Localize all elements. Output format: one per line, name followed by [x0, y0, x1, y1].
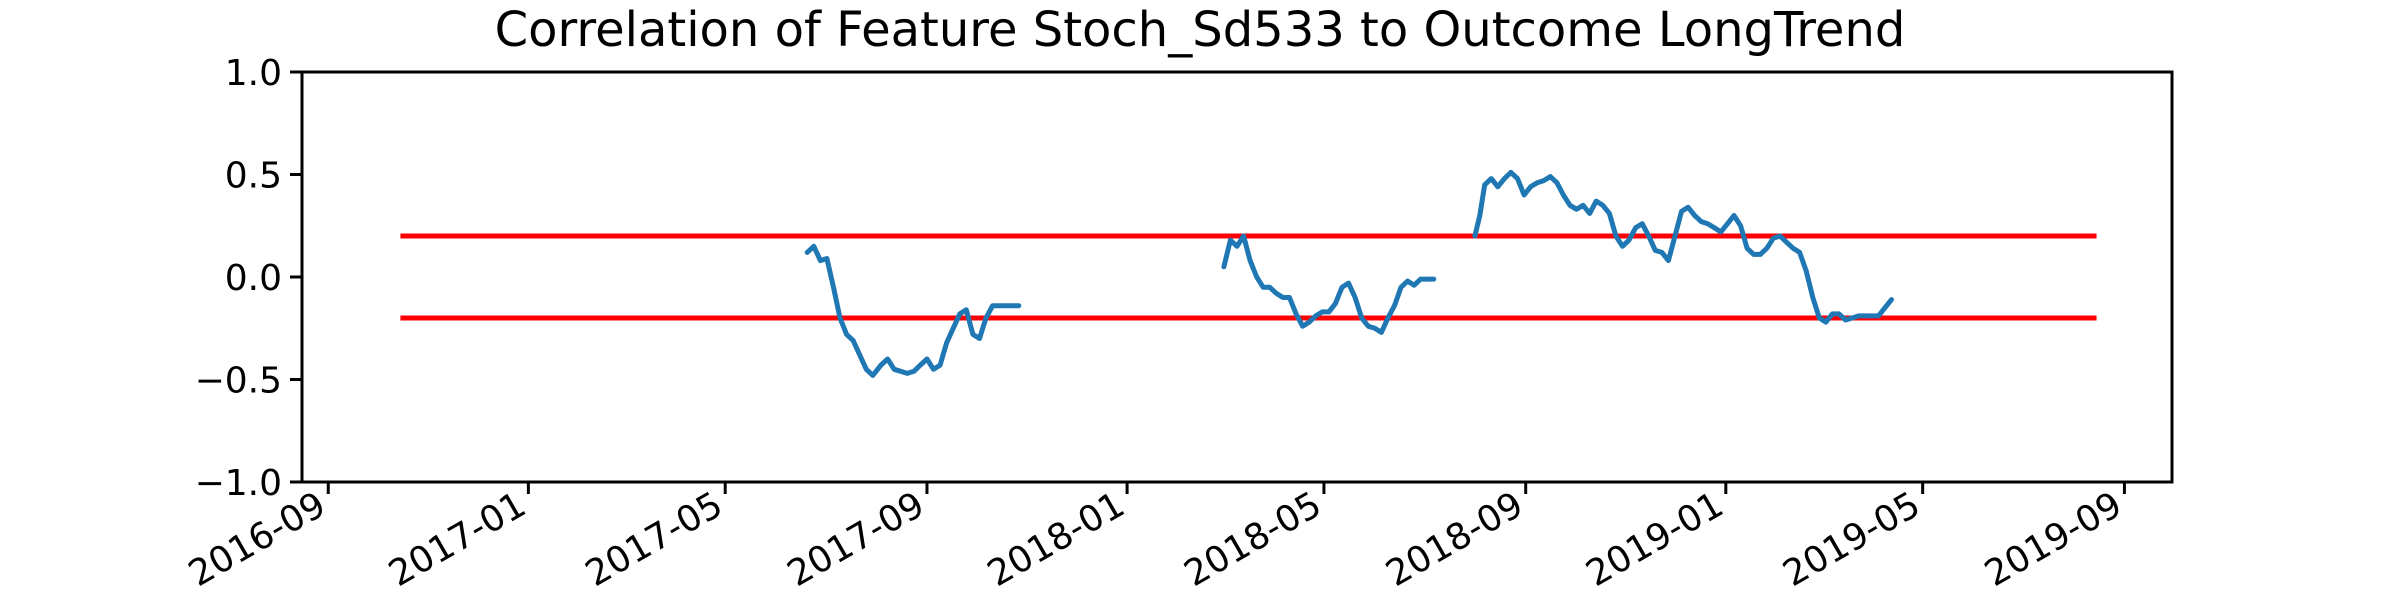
- y-tick-label: 1.0: [225, 53, 282, 94]
- y-tick-label: 0.5: [225, 156, 282, 197]
- plot-frame: [300, 70, 2174, 484]
- x-tick-label: 2018-09: [1379, 484, 1530, 595]
- x-axis: 2016-09 2017-01 2017-05 2017-09 2018-01 2018-…: [182, 482, 2129, 595]
- x-tick-label: 2019-01: [1580, 484, 1731, 595]
- correlation-line-segment-1: [804, 243, 1022, 378]
- x-tick-label: 2017-05: [579, 484, 730, 595]
- x-tick-label: 2018-01: [981, 484, 1132, 595]
- y-axis: 1.0 0.5 0.0 −0.5 −1.0: [195, 53, 302, 504]
- plot-area: [400, 169, 2097, 378]
- chart-title: Correlation of Feature Stoch_Sd533 to Ou…: [495, 2, 1906, 58]
- x-tick-label: 2019-09: [1978, 484, 2129, 595]
- x-tick-label: 2018-05: [1178, 484, 1329, 595]
- x-tick-label: 2017-09: [781, 484, 932, 595]
- y-tick-label: 0.0: [225, 258, 282, 299]
- y-tick-label: −1.0: [195, 463, 282, 504]
- correlation-line-segment-3: [1472, 169, 1894, 325]
- correlation-line-segment-2: [1221, 233, 1437, 335]
- x-tick-label: 2019-05: [1776, 484, 1927, 595]
- y-tick-label: −0.5: [195, 361, 282, 402]
- x-tick-label: 2017-01: [382, 484, 533, 595]
